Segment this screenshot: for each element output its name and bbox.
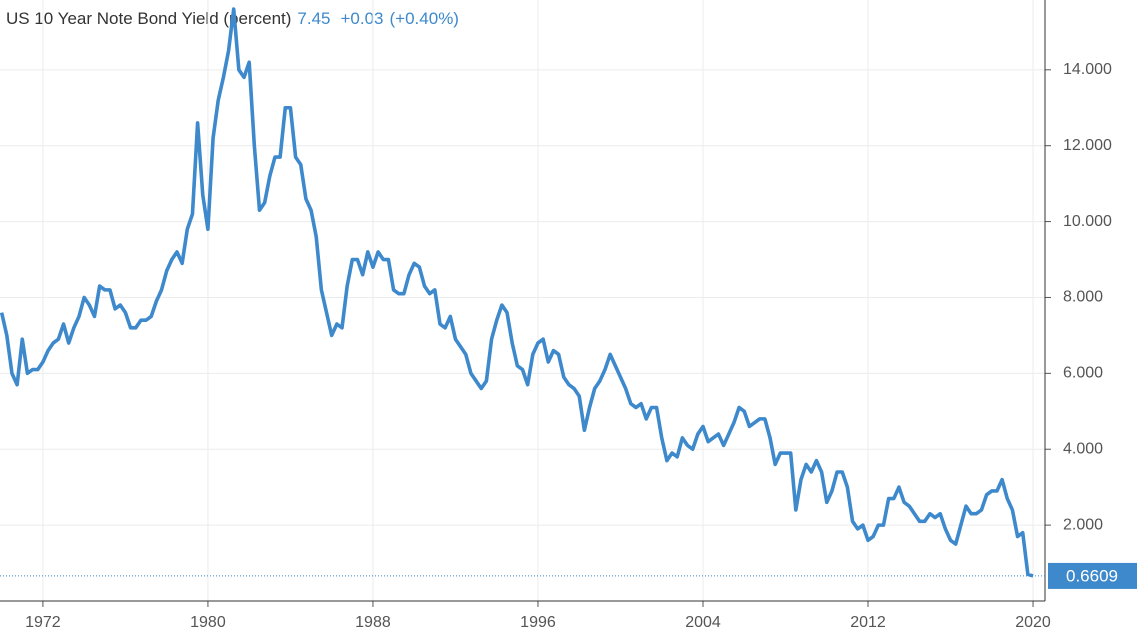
y-tick-label: 14.000: [1063, 61, 1112, 78]
last-value-box: [1048, 562, 1137, 589]
chart-header: US 10 Year Note Bond Yield (percent) 7.45…: [6, 9, 459, 28]
change: +0.03: [341, 9, 384, 28]
chart-title: US 10 Year Note Bond Yield (percent): [6, 9, 291, 28]
x-tick-label: 2012: [850, 614, 886, 631]
y-tick-label: 10.000: [1063, 213, 1112, 230]
y-tick-label: 2.000: [1063, 516, 1103, 533]
y-tick-label: 4.000: [1063, 440, 1103, 457]
line-series: [0, 7, 1034, 578]
x-tick-label: 1980: [190, 614, 226, 631]
y-tick-label: 8.000: [1063, 289, 1103, 306]
y-tick-label: 12.000: [1063, 137, 1112, 154]
y-tick-label: 6.000: [1063, 365, 1103, 382]
last-price: 7.45: [297, 9, 330, 28]
last-value-label: 0.6609: [1066, 566, 1118, 585]
change-pct: (+0.40%): [390, 9, 459, 28]
x-tick-label: 2004: [685, 614, 721, 631]
x-tick-label: 1972: [25, 614, 61, 631]
x-tick-label: 1996: [520, 614, 556, 631]
x-tick-label: 1988: [355, 614, 391, 631]
x-tick-label: 2020: [1015, 614, 1051, 631]
